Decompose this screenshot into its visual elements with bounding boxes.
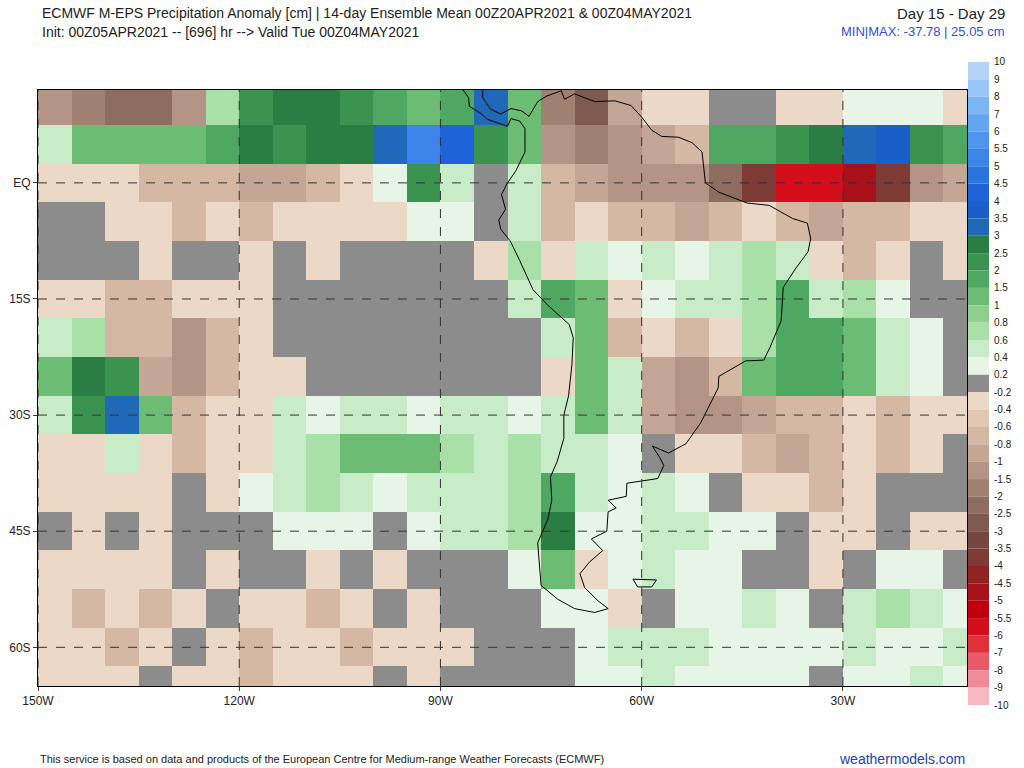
svg-text:3.5: 3.5	[994, 213, 1008, 224]
svg-text:-1.5: -1.5	[994, 474, 1012, 485]
svg-text:-3: -3	[994, 526, 1003, 537]
svg-text:1.5: 1.5	[994, 282, 1008, 293]
svg-text:150W: 150W	[22, 694, 54, 708]
svg-text:-0.6: -0.6	[994, 421, 1012, 432]
svg-text:-9: -9	[994, 682, 1003, 693]
svg-text:10: 10	[994, 56, 1006, 67]
svg-text:weathermodels.com: weathermodels.com	[839, 751, 965, 767]
svg-text:Init: 00Z05APR2021 -- [696] hr: Init: 00Z05APR2021 -- [696] hr --> Valid…	[42, 24, 420, 40]
svg-text:0.8: 0.8	[994, 317, 1008, 328]
svg-text:1: 1	[994, 300, 1000, 311]
svg-text:-2: -2	[994, 491, 1003, 502]
svg-text:0.6: 0.6	[994, 335, 1008, 346]
svg-text:5.5: 5.5	[994, 143, 1008, 154]
svg-text:-8: -8	[994, 665, 1003, 676]
svg-text:-4: -4	[994, 560, 1003, 571]
svg-text:-1: -1	[994, 456, 1003, 467]
svg-text:-0.8: -0.8	[994, 439, 1012, 450]
svg-text:2.5: 2.5	[994, 248, 1008, 259]
svg-text:7: 7	[994, 109, 1000, 120]
svg-text:-2.5: -2.5	[994, 508, 1012, 519]
svg-text:-7: -7	[994, 647, 1003, 658]
svg-text:Day 15 - Day 29: Day 15 - Day 29	[897, 5, 1005, 22]
svg-text:-4.5: -4.5	[994, 578, 1012, 589]
svg-text:2: 2	[994, 265, 1000, 276]
svg-text:-10: -10	[994, 700, 1009, 711]
svg-text:0.4: 0.4	[994, 352, 1008, 363]
svg-text:-0.2: -0.2	[994, 387, 1012, 398]
svg-text:This service is based on data: This service is based on data and produc…	[40, 753, 604, 765]
svg-text:3: 3	[994, 230, 1000, 241]
svg-text:60W: 60W	[629, 694, 654, 708]
svg-text:5: 5	[994, 161, 1000, 172]
svg-text:30W: 30W	[831, 694, 856, 708]
svg-text:-6: -6	[994, 630, 1003, 641]
svg-text:9: 9	[994, 74, 1000, 85]
svg-text:15S: 15S	[9, 292, 30, 306]
svg-text:0.2: 0.2	[994, 369, 1008, 380]
svg-text:4.5: 4.5	[994, 178, 1008, 189]
svg-text:120W: 120W	[224, 694, 256, 708]
svg-text:30S: 30S	[9, 408, 30, 422]
svg-text:4: 4	[994, 196, 1000, 207]
svg-text:-0.4: -0.4	[994, 404, 1012, 415]
svg-text:6: 6	[994, 126, 1000, 137]
svg-text:EQ: EQ	[13, 176, 30, 190]
svg-text:45S: 45S	[9, 524, 30, 538]
svg-text:8: 8	[994, 91, 1000, 102]
svg-text:-5.5: -5.5	[994, 613, 1012, 624]
svg-text:-5: -5	[994, 595, 1003, 606]
svg-text:60S: 60S	[9, 641, 30, 655]
svg-text:ECMWF M-EPS Precipitation Anom: ECMWF M-EPS Precipitation Anomaly [cm] |…	[42, 5, 692, 21]
svg-text:MIN|MAX: -37.78 | 25.05 cm: MIN|MAX: -37.78 | 25.05 cm	[841, 24, 1005, 39]
svg-text:-3.5: -3.5	[994, 543, 1012, 554]
svg-text:90W: 90W	[428, 694, 453, 708]
